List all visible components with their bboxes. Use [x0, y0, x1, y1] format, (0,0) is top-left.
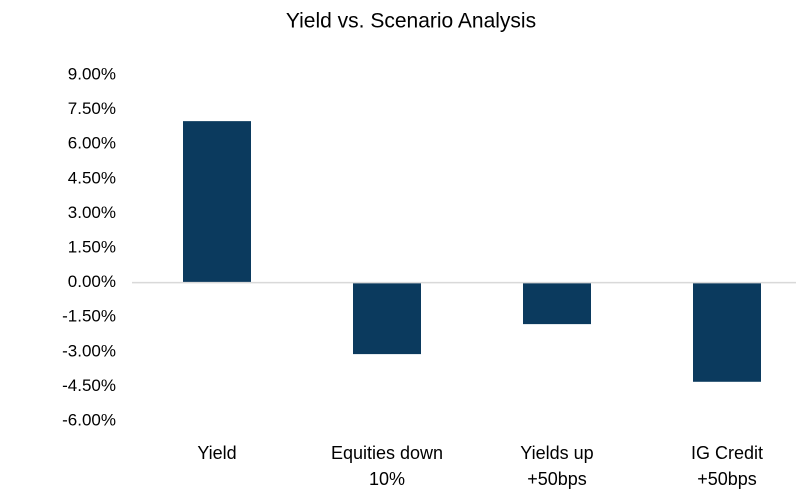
y-tick-label: 7.50%	[68, 99, 116, 118]
y-tick-label: 4.50%	[68, 168, 116, 187]
y-tick-label: 0.00%	[68, 272, 116, 291]
bar	[353, 282, 421, 355]
x-tick-label: IG Credit +50bps	[690, 443, 764, 489]
chart-title: Yield vs. Scenario Analysis	[286, 10, 536, 33]
x-tick-label: Yields up +50bps	[520, 443, 594, 489]
x-tick-label: Equities down 10%	[330, 443, 444, 489]
y-tick-label: 1.50%	[68, 237, 116, 256]
y-tick-label: 9.00%	[68, 64, 116, 83]
bar	[523, 282, 591, 325]
y-tick-label: 6.00%	[68, 134, 116, 153]
y-tick-label: 3.00%	[68, 203, 116, 222]
y-tick-label: -6.00%	[62, 410, 116, 429]
x-tick-label: Yield	[197, 443, 237, 463]
bar	[183, 121, 251, 283]
bar	[693, 282, 761, 382]
y-tick-label: -4.50%	[62, 376, 116, 395]
y-tick-label: -1.50%	[62, 307, 116, 326]
y-tick-label: -3.00%	[62, 341, 116, 360]
